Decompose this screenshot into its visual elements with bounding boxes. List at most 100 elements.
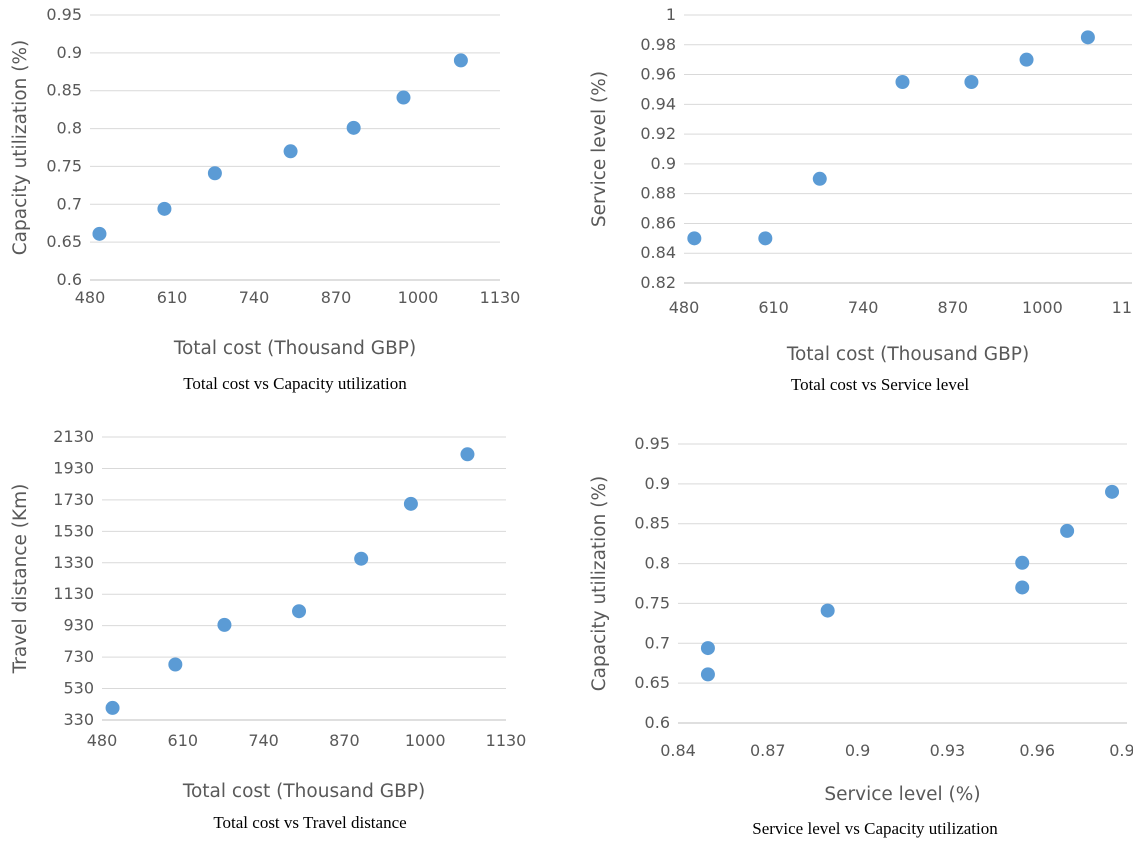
- data-point: [820, 603, 835, 618]
- x-tick-label: 740: [239, 288, 270, 307]
- x-tick-label: 480: [87, 731, 118, 750]
- chart-caption: Service level vs Capacity utilization: [752, 819, 998, 838]
- scatter-chart-1: 0.6 0.65 0.7 0.75 0.8 0.85 0.9 0.95 480 610 740 870…: [10, 5, 520, 393]
- x-tick-label: 870: [329, 731, 360, 750]
- x-tick-label: 1130: [480, 288, 521, 307]
- data-point: [1015, 580, 1030, 595]
- data-point: [105, 700, 120, 715]
- x-axis-title: Total cost (Thousand GBP): [182, 781, 425, 802]
- data-point: [292, 604, 307, 619]
- y-axis-title: Capacity utilization (%): [589, 476, 610, 692]
- y-axis-title: Travel distance (Km): [10, 484, 31, 675]
- data-point: [283, 144, 298, 159]
- y-tick-label: 0.75: [46, 156, 82, 175]
- y-tick-label: 530: [63, 679, 94, 698]
- x-tick-label: 1000: [398, 288, 439, 307]
- data-point: [453, 53, 468, 68]
- data-point: [700, 667, 715, 682]
- chart-caption: Total cost vs Capacity utilization: [183, 374, 407, 393]
- x-tick-label: 740: [248, 731, 279, 750]
- y-tick-label: 0.75: [634, 593, 670, 612]
- x-axis-title: Total cost (Thousand GBP): [786, 344, 1029, 365]
- y-tick-label: 0.9: [645, 474, 670, 493]
- data-point: [403, 496, 418, 511]
- data-point: [812, 171, 827, 186]
- y-tick-label: 1130: [53, 584, 94, 603]
- y-tick-label: 0.85: [46, 81, 82, 100]
- x-tick-label: 480: [669, 298, 700, 317]
- y-tick-label: 0.95: [634, 434, 670, 453]
- data-point: [1015, 555, 1030, 570]
- x-tick-label: 1000: [1022, 298, 1063, 317]
- x-tick-label: 480: [75, 288, 106, 307]
- x-tick-label: 610: [758, 298, 789, 317]
- y-axis-title: Capacity utilization (%): [10, 40, 31, 256]
- x-axis-title: Service level (%): [824, 784, 980, 805]
- y-tick-label: 1930: [53, 458, 94, 477]
- y-tick-label: 0.9: [57, 43, 82, 62]
- y-tick-label: 0.6: [57, 270, 82, 289]
- x-tick-label: 870: [938, 298, 969, 317]
- y-tick-label: 0.9: [651, 154, 676, 173]
- y-tick-label: 0.86: [640, 213, 676, 232]
- y-tick-label: 1: [666, 5, 676, 24]
- y-tick-label: 1730: [53, 490, 94, 509]
- data-point: [396, 90, 411, 105]
- y-tick-label: 0.94: [640, 94, 676, 113]
- data-point: [157, 201, 172, 216]
- data-point: [1080, 30, 1095, 45]
- data-point: [217, 617, 232, 632]
- y-axis-title: Service level (%): [589, 71, 610, 227]
- y-tick-label: 0.82: [640, 273, 676, 292]
- x-tick-label: 0.84: [660, 741, 696, 760]
- data-point: [895, 75, 910, 89]
- data-point: [354, 551, 369, 566]
- y-tick-label: 0.7: [57, 194, 82, 213]
- data-point: [346, 120, 361, 135]
- data-point: [168, 657, 183, 672]
- data-point: [1060, 523, 1075, 538]
- y-tick-label: 0.84: [640, 243, 676, 262]
- data-point: [964, 75, 979, 89]
- x-tick-label: 610: [168, 731, 199, 750]
- y-tick-label: 0.92: [640, 124, 676, 143]
- x-axis-title: Total cost (Thousand GBP): [173, 338, 416, 359]
- data-point: [92, 226, 107, 241]
- x-tick-label: 0.9: [845, 741, 870, 760]
- data-point: [207, 166, 222, 181]
- x-tick-label: 1000: [405, 731, 446, 750]
- x-tick-label: 0.99: [1109, 741, 1133, 760]
- y-tick-label: 0.6: [645, 713, 670, 732]
- y-tick-label: 0.8: [645, 554, 670, 573]
- chart-caption: Total cost vs Service level: [791, 375, 969, 394]
- y-tick-label: 0.85: [634, 514, 670, 533]
- y-tick-label: 2130: [53, 427, 94, 446]
- x-tick-label: 0.93: [930, 741, 966, 760]
- y-tick-label: 0.7: [645, 633, 670, 652]
- scatter-chart-3: 330 530 730 930 1130 1330 1530 1730 1930 2130 480 6…: [10, 427, 526, 832]
- data-point: [687, 231, 702, 246]
- y-tick-label: 0.65: [46, 232, 82, 251]
- y-tick-label: 730: [63, 647, 94, 666]
- data-point: [700, 641, 715, 656]
- data-point: [1105, 484, 1120, 499]
- scatter-chart-2: 0.82 0.84 0.86 0.88 0.9 0.92 0.94 0.96 0.98 1 480 6…: [589, 5, 1133, 394]
- y-tick-label: 330: [63, 710, 94, 729]
- data-point: [758, 231, 773, 246]
- chart-caption: Total cost vs Travel distance: [213, 813, 406, 832]
- y-tick-label: 0.98: [640, 35, 676, 54]
- y-tick-label: 0.95: [46, 5, 82, 24]
- x-tick-label: 870: [321, 288, 352, 307]
- y-tick-label: 0.8: [57, 119, 82, 138]
- x-tick-label: 1130: [1112, 298, 1133, 317]
- y-tick-label: 930: [63, 616, 94, 635]
- y-tick-label: 0.96: [640, 65, 676, 84]
- data-point: [1019, 52, 1034, 67]
- x-tick-label: 740: [848, 298, 879, 317]
- x-tick-label: 0.87: [750, 741, 786, 760]
- y-tick-label: 0.65: [634, 673, 670, 692]
- y-tick-label: 1530: [53, 521, 94, 540]
- scatter-chart-4: 0.6 0.65 0.7 0.75 0.8 0.85 0.9 0.95 0.84 0.87 0.9 0…: [589, 434, 1133, 838]
- x-tick-label: 1130: [486, 731, 527, 750]
